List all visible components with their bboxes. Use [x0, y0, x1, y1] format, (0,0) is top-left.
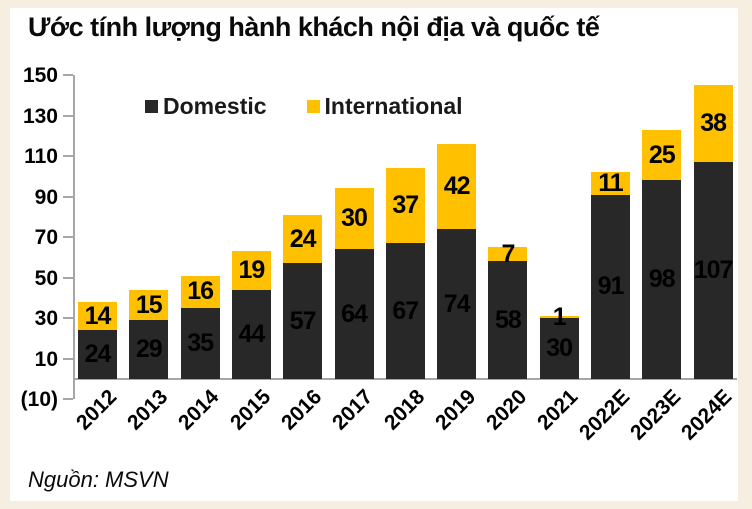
y-axis-tick-label: 150 [22, 64, 58, 87]
y-axis-line [73, 75, 75, 400]
bar-segment-domestic-2022E [591, 194, 630, 379]
legend: Domestic International [145, 93, 463, 120]
legend-item-domestic: Domestic [145, 93, 267, 120]
bar-segment-international-2013 [129, 289, 169, 321]
bar-segment-domestic-2014 [180, 308, 220, 379]
bar-segment-international-2019 [437, 143, 477, 230]
bar-segment-international-2015 [231, 251, 271, 290]
y-axis-tick [63, 195, 73, 198]
domestic-swatch-icon [145, 100, 158, 113]
y-axis-tick-label: 110 [24, 145, 58, 169]
y-axis-tick-label: (10) [20, 388, 58, 412]
bar-segment-international-2024E [693, 85, 733, 163]
bar-segment-international-2018 [385, 168, 425, 244]
bar-segment-domestic-2019 [437, 229, 477, 379]
bar-segment-international-2012 [78, 301, 117, 331]
y-axis-tick-label: 10 [34, 347, 58, 371]
bar-segment-international-2021 [539, 316, 579, 319]
bar-segment-international-2023E [642, 129, 682, 181]
legend-label-domestic: Domestic [163, 93, 267, 119]
y-axis-tick [63, 317, 73, 320]
bar-segment-international-2017 [334, 188, 374, 250]
international-swatch-icon [306, 100, 320, 113]
bar-segment-domestic-2018 [385, 243, 425, 379]
y-axis-tick [63, 114, 73, 117]
bar-segment-domestic-2017 [334, 249, 374, 379]
bar-segment-domestic-2020 [488, 261, 528, 379]
chart-title: Ước tính lượng hành khách nội địa và quố… [28, 12, 600, 42]
bar-segment-international-2016 [283, 214, 323, 264]
bar-segment-domestic-2021 [539, 318, 579, 379]
y-axis-tick-label: 70 [34, 226, 58, 250]
bar-segment-international-2014 [180, 275, 220, 309]
y-axis-tick [63, 155, 73, 158]
bar-segment-domestic-2024E [693, 162, 733, 379]
y-axis-tick [63, 276, 73, 279]
bar-segment-international-2020 [488, 247, 528, 262]
x-axis-line [73, 378, 737, 380]
y-axis-tick [63, 357, 73, 360]
y-axis-tick [63, 236, 73, 239]
y-axis-tick-label: 130 [22, 104, 58, 128]
bar-segment-domestic-2013 [129, 320, 169, 379]
bar-segment-domestic-2016 [283, 263, 323, 379]
legend-item-international: International [306, 93, 463, 120]
y-axis-tick [63, 74, 73, 76]
bar-segment-international-2022E [591, 172, 630, 195]
bar-segment-domestic-2023E [642, 180, 682, 379]
y-axis-tick-label: 50 [34, 266, 58, 290]
y-axis-tick-label: 30 [34, 307, 58, 331]
y-axis-tick [63, 398, 73, 401]
y-axis-tick-label: 90 [34, 185, 58, 209]
bar-segment-domestic-2015 [231, 289, 271, 379]
bar-segment-domestic-2012 [78, 330, 117, 379]
source-note: Nguồn: MSVN [28, 467, 169, 492]
legend-label-international: International [324, 93, 463, 119]
